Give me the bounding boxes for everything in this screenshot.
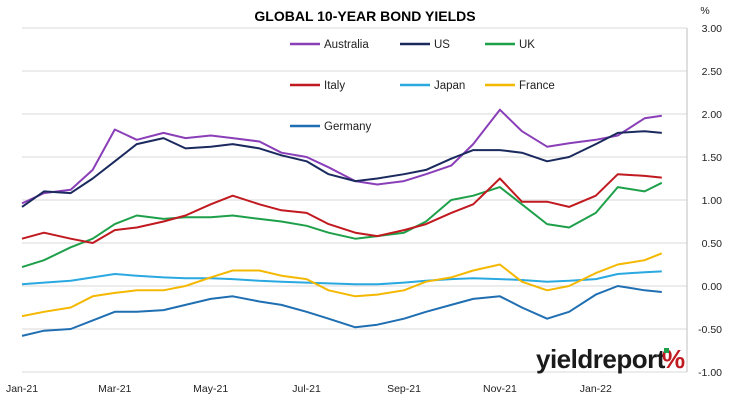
series-line-japan xyxy=(21,270,662,286)
series-line-australia xyxy=(21,108,662,205)
legend-item-uk: UK xyxy=(485,39,535,51)
x-tick-label: Sep-21 xyxy=(387,383,421,395)
x-axis: Jan-21 Mar-21 May-21 Jul-21 Sep-21 Nov-21 Jan-… xyxy=(6,383,612,395)
y-tick-label: 2.50 xyxy=(702,66,723,78)
legend-label: US xyxy=(434,39,450,51)
legend-item-us: US xyxy=(400,39,450,51)
yieldreport-logo: yieldreport % xyxy=(536,344,685,374)
y-tick-label: 0.00 xyxy=(702,281,723,293)
legend-item-france: France xyxy=(485,80,555,92)
y-tick-label: -0.50 xyxy=(698,324,722,336)
y-tick-label: 1.00 xyxy=(702,195,723,207)
brand-accent-dot xyxy=(664,348,669,353)
legend-label: Germany xyxy=(324,121,372,133)
series-line-germany xyxy=(21,285,662,337)
y-axis-label: % xyxy=(700,5,709,17)
y-axis: 3.00 2.50 2.00 1.50 1.00 0.50 0.00 -0.50 -1.00 xyxy=(698,23,722,379)
x-tick-label: Jan-21 xyxy=(6,383,38,395)
legend: Australia US UK Italy Japan France Germany xyxy=(290,39,555,133)
legend-item-germany: Germany xyxy=(290,121,372,133)
legend-label: Australia xyxy=(324,39,369,51)
legend-item-australia: Australia xyxy=(290,39,369,51)
x-tick-label: Mar-21 xyxy=(98,383,131,395)
legend-label: Italy xyxy=(324,80,345,92)
legend-label: France xyxy=(519,80,555,92)
brand-name: yieldreport xyxy=(536,344,666,374)
y-tick-label: 1.50 xyxy=(702,152,723,164)
chart-title: GLOBAL 10-YEAR BOND YIELDS xyxy=(254,8,475,24)
series-line-uk xyxy=(21,181,663,269)
series-line-france xyxy=(21,252,663,318)
x-tick-label: Jan-22 xyxy=(580,383,612,395)
legend-item-japan: Japan xyxy=(400,80,465,92)
y-tick-label: -1.00 xyxy=(698,367,722,379)
series-line-italy xyxy=(21,173,662,244)
legend-label: UK xyxy=(519,39,535,51)
y-tick-label: 0.50 xyxy=(702,238,723,250)
legend-item-italy: Italy xyxy=(290,80,345,92)
series-line-us xyxy=(21,130,662,208)
x-tick-label: May-21 xyxy=(193,383,228,395)
gridlines xyxy=(22,27,688,373)
series-lines xyxy=(21,108,663,337)
y-tick-label: 2.00 xyxy=(702,109,723,121)
x-tick-label: Nov-21 xyxy=(483,383,517,395)
legend-label: Japan xyxy=(434,80,465,92)
y-tick-label: 3.00 xyxy=(702,23,723,35)
x-tick-label: Jul-21 xyxy=(292,383,321,395)
